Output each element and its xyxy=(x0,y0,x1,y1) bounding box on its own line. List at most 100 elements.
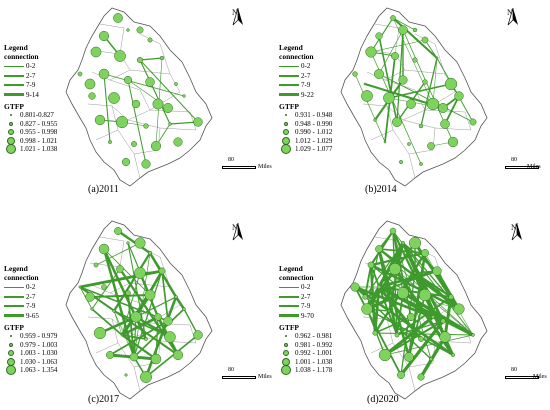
city-node xyxy=(376,284,382,290)
connection-class-label: 2-7 xyxy=(301,292,311,301)
panel-caption: (b)2014 xyxy=(365,184,397,195)
city-boundary xyxy=(99,236,125,268)
city-node xyxy=(108,92,120,104)
gtfp-class-label: 0.992 - 1.001 xyxy=(295,349,333,357)
connection-line xyxy=(432,57,438,105)
connection-line xyxy=(370,39,426,53)
connection-class-label: 2-7 xyxy=(26,71,36,80)
city-node xyxy=(397,287,409,299)
connection-class-label: 0-2 xyxy=(26,283,36,291)
connection-line xyxy=(392,230,412,318)
connection-class-label: 7-9 xyxy=(26,81,36,89)
city-node xyxy=(193,117,203,127)
network-map-2011 xyxy=(65,7,213,187)
city-node xyxy=(469,118,477,126)
connection-line xyxy=(378,73,474,123)
city-node xyxy=(440,318,446,324)
city-node xyxy=(417,373,425,381)
connection-line xyxy=(148,252,178,298)
city-node xyxy=(372,330,378,336)
connection-line xyxy=(384,315,434,357)
city-node xyxy=(438,103,448,113)
scale-bar xyxy=(505,166,539,169)
north-label: N xyxy=(511,223,517,232)
connection-line xyxy=(133,316,137,358)
connection-class-label: 2-7 xyxy=(26,292,36,301)
north-label: N xyxy=(232,8,238,17)
connection-line xyxy=(444,95,460,125)
city-node xyxy=(363,82,367,86)
gtfp-class-label: 1.038 - 1.178 xyxy=(295,366,333,374)
city-node xyxy=(375,32,383,40)
legend-title: Legend xyxy=(4,43,28,52)
gtfp-class-row: 0.955 - 0.998 xyxy=(4,128,84,137)
city-node xyxy=(431,315,435,319)
legend-2011: Legend connection 0-2 2-7 7-9 9-14 GTFP … xyxy=(4,43,84,155)
city-node xyxy=(147,37,153,43)
city-node xyxy=(150,353,162,365)
city-node xyxy=(90,46,102,58)
gtfp-dot-icon xyxy=(281,365,291,376)
gtfp-class-label: 0.931 - 0.948 xyxy=(295,111,333,119)
connection-line-swatch xyxy=(279,84,299,87)
connection-class-label: 9-70 xyxy=(301,311,314,320)
city-node xyxy=(427,142,435,150)
city-node xyxy=(390,15,396,21)
city-node xyxy=(419,162,423,166)
connection-class-label: 9-14 xyxy=(26,90,39,99)
connection-class-label: 7-9 xyxy=(301,81,311,89)
gtfp-legend-title: GTFP xyxy=(4,323,24,332)
city-boundary xyxy=(414,33,446,75)
city-node xyxy=(129,352,139,362)
connection-line xyxy=(79,286,169,322)
city-node xyxy=(140,371,152,383)
connection-class-row: 9-70 xyxy=(279,312,359,321)
city-node xyxy=(375,245,383,253)
gtfp-dot-icon xyxy=(285,114,287,117)
city-node xyxy=(392,117,402,127)
city-node xyxy=(378,348,392,362)
connection-line-swatch xyxy=(4,65,24,67)
connection-class-row: 9-22 xyxy=(279,91,359,100)
connection-line xyxy=(354,286,402,376)
city-node xyxy=(412,27,418,33)
gtfp-class-label: 0.801-0.827 xyxy=(20,111,54,119)
city-boundary xyxy=(133,153,141,179)
gtfp-class-row: 1.021 - 1.038 xyxy=(4,144,84,155)
north-arrow-glyph-icon xyxy=(507,8,518,26)
city-boundary xyxy=(87,316,119,354)
city-node xyxy=(383,140,387,144)
city-node xyxy=(126,28,130,32)
city-node xyxy=(141,159,151,169)
city-node xyxy=(173,137,183,147)
connection-line xyxy=(183,308,199,336)
connection-line xyxy=(378,35,398,123)
connection-line xyxy=(89,293,151,299)
gtfp-dot-icon xyxy=(8,350,14,357)
connection-class-row: 0-2 xyxy=(279,283,359,292)
gtfp-dot-icon xyxy=(284,121,288,126)
city-node xyxy=(98,243,110,255)
city-node xyxy=(413,271,417,275)
scale-unit: Miles xyxy=(533,374,547,380)
connection-line xyxy=(364,264,372,298)
gtfp-dot-icon xyxy=(283,350,289,357)
panel-caption: (a)2011 xyxy=(88,184,119,195)
city-node xyxy=(350,282,360,292)
network-map-2020 xyxy=(340,220,488,400)
gtfp-class-label: 0.827 - 0.955 xyxy=(20,119,58,128)
legend-subtitle: connection xyxy=(4,272,39,282)
connection-line xyxy=(388,83,452,99)
gtfp-class-label: 0.962 - 0.981 xyxy=(295,332,333,340)
panel-caption: (d)2020 xyxy=(367,394,399,405)
connection-line-swatch xyxy=(279,305,299,308)
city-node xyxy=(373,118,377,122)
city-node xyxy=(422,79,428,85)
gtfp-class-row: 0.992 - 1.001 xyxy=(279,349,359,358)
connection-line xyxy=(113,252,151,312)
gtfp-dot-icon xyxy=(284,342,288,347)
city-node xyxy=(174,82,178,86)
city-node xyxy=(397,371,405,379)
city-node xyxy=(168,122,172,126)
connection-line xyxy=(103,73,111,143)
